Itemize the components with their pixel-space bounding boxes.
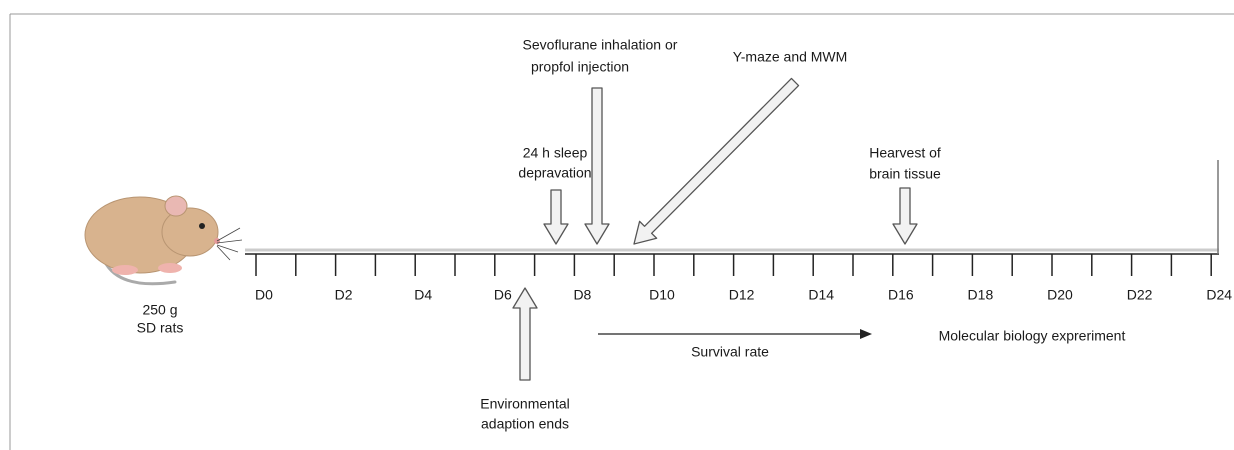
- rat-illustration: [84, 195, 243, 286]
- event-arrow: [892, 187, 918, 245]
- day-label: D22: [1127, 287, 1153, 303]
- event-arrow: [633, 77, 800, 245]
- subject-line: SD rats: [137, 320, 184, 336]
- event-label: brain tissue: [869, 166, 941, 182]
- day-label: D24: [1206, 287, 1232, 303]
- day-label: D4: [414, 287, 432, 303]
- day-label: D16: [888, 287, 914, 303]
- period-label: Survival rate: [691, 344, 769, 360]
- period-label: Molecular biology expreriment: [939, 328, 1126, 344]
- subject-line: 250 g: [142, 302, 177, 318]
- day-label: D2: [335, 287, 353, 303]
- event-label: Y-maze and MWM: [733, 49, 848, 65]
- event-label: Environmental: [480, 396, 570, 412]
- event-arrow: [512, 287, 538, 381]
- day-label: D0: [255, 287, 273, 303]
- day-label: D20: [1047, 287, 1073, 303]
- event-label: Sevoflurane inhalation or: [523, 37, 678, 53]
- day-label: D10: [649, 287, 675, 303]
- day-label: D14: [808, 287, 834, 303]
- event-label: propfol injection: [531, 59, 629, 75]
- event-label: 24 h sleep: [523, 145, 588, 161]
- day-label: D18: [968, 287, 994, 303]
- survival-arrowhead: [860, 329, 872, 339]
- day-label: D12: [729, 287, 755, 303]
- day-label: D6: [494, 287, 512, 303]
- event-arrow: [584, 87, 610, 245]
- event-label: depravation: [518, 165, 591, 181]
- event-label: adaption ends: [481, 416, 569, 432]
- event-arrow: [543, 189, 569, 245]
- event-label: Hearvest of: [869, 145, 941, 161]
- day-label: D8: [573, 287, 591, 303]
